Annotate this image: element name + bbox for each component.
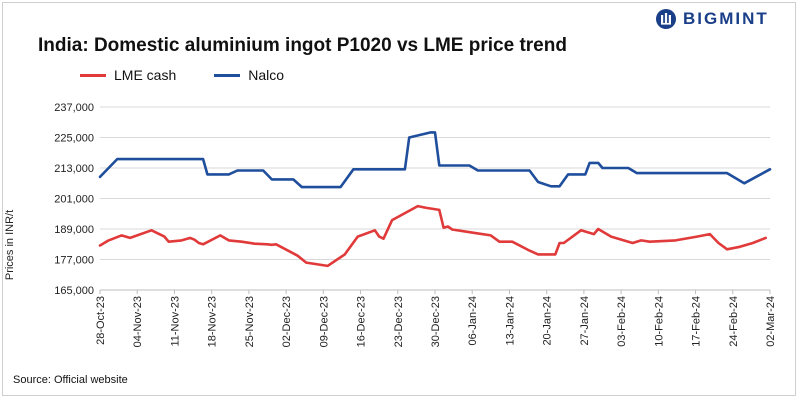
x-tick-label: 06-Jan-24: [467, 296, 479, 346]
x-tick-label: 03-Feb-24: [616, 296, 628, 347]
x-tick-label: 11-Nov-23: [169, 296, 181, 347]
series-line-nalco: [98, 131, 772, 189]
legend-swatch-nalco: [214, 73, 241, 77]
x-tick-label: 23-Dec-23: [393, 296, 405, 347]
x-tick-label: 04-Nov-23: [132, 296, 144, 347]
x-tick-label: 16-Dec-23: [356, 296, 368, 347]
x-tick-label: 27-Jan-24: [579, 296, 591, 346]
chart-frame: [2, 2, 796, 396]
x-tick-label: 30-Dec-23: [430, 296, 442, 347]
x-tick-label: 20-Jan-24: [542, 296, 554, 346]
legend-label-nalco: Nalco: [248, 67, 285, 83]
x-tick-label: 24-Feb-24: [728, 296, 740, 347]
y-tick-label: 189,000: [54, 224, 94, 236]
y-tick-label: 225,000: [54, 133, 94, 145]
x-tick-label: 02-Mar-24: [765, 296, 777, 347]
legend-item-lme: LME cash: [80, 67, 176, 83]
legend-swatch-lme: [80, 73, 106, 77]
chart-legend: LME cash Nalco: [80, 67, 322, 83]
x-tick-label: 02-Dec-23: [281, 296, 293, 347]
source-note: Source: Official website: [13, 374, 128, 386]
series-line-lme: [98, 204, 768, 268]
legend-label-lme: LME cash: [114, 67, 177, 83]
brand-name: BIGMINT: [683, 9, 769, 28]
x-tick-label: 17-Feb-24: [691, 296, 703, 347]
bigmint-logo-icon: [656, 9, 676, 29]
x-tick-label: 13-Jan-24: [504, 296, 516, 346]
x-tick-label: 09-Dec-23: [318, 296, 330, 347]
x-tick-label: 18-Nov-23: [207, 296, 219, 347]
x-tick-label: 28-Oct-23: [95, 296, 107, 345]
legend-item-nalco: Nalco: [214, 67, 284, 83]
chart-title: India: Domestic aluminium ingot P1020 vs…: [38, 35, 567, 56]
brand-logo: BIGMINT: [655, 8, 769, 30]
x-tick-label: 10-Feb-24: [653, 296, 665, 347]
y-tick-label: 213,000: [54, 163, 94, 175]
x-tick-label: 25-Nov-23: [244, 296, 256, 347]
y-tick-label: 201,000: [54, 194, 94, 206]
y-tick-label: 165,000: [54, 285, 94, 297]
y-tick-label: 237,000: [54, 102, 94, 114]
y-tick-label: 177,000: [54, 255, 94, 267]
